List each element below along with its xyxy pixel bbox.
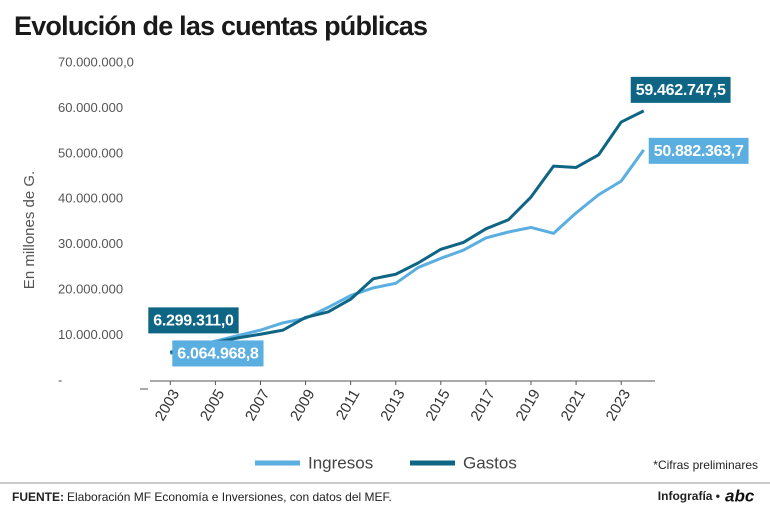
note: *Cifras preliminares bbox=[653, 458, 758, 472]
x-tick-label: 2003 bbox=[152, 386, 183, 423]
y-tick-label: 70.000.000,0 bbox=[58, 54, 134, 69]
y-tick-label: - bbox=[58, 372, 62, 387]
x-tick-label: 2023 bbox=[603, 386, 634, 423]
value-label: 50.882.363,7 bbox=[654, 143, 744, 160]
value-label-group: 50.882.363,7 bbox=[648, 137, 749, 164]
source: Elaboración MF Economía e Inversiones, c… bbox=[67, 490, 392, 504]
series-line bbox=[169, 148, 645, 355]
x-tick-label: 2009 bbox=[287, 386, 318, 423]
x-tick-label: 2011 bbox=[333, 386, 364, 422]
value-label-box bbox=[630, 76, 731, 103]
value-label: 6.299.311,0 bbox=[153, 313, 234, 330]
source-label: FUENTE: bbox=[12, 490, 64, 504]
y-tick-label: 30.000.000 bbox=[58, 236, 123, 251]
value-label-box bbox=[148, 307, 239, 334]
x-tick-label: 2017 bbox=[467, 386, 498, 423]
credit: Infografía • bbox=[658, 489, 720, 503]
x-tick-label: 2005 bbox=[197, 386, 228, 423]
value-label: 59.462.747,5 bbox=[636, 82, 726, 99]
y-axis-label: En millones de G. bbox=[21, 171, 38, 289]
legend-label: Gastos bbox=[463, 453, 517, 472]
y-tick-label: 60.000.000 bbox=[58, 100, 123, 115]
value-label-box bbox=[648, 137, 749, 164]
x-tick-label: 2019 bbox=[512, 386, 543, 423]
x-tick-label: 2007 bbox=[242, 386, 273, 423]
y-tick-label: 20.000.000 bbox=[58, 282, 123, 297]
y-tick-label: 50.000.000 bbox=[58, 145, 123, 160]
value-label-group: 6.299.311,0 bbox=[148, 307, 239, 334]
chart-title: Evolución de las cuentas públicas bbox=[14, 11, 427, 41]
legend-label: Ingresos bbox=[308, 453, 373, 472]
series-line bbox=[169, 109, 645, 354]
x-tick-label: 2015 bbox=[422, 386, 453, 423]
value-label: 6.064.968,8 bbox=[177, 346, 259, 363]
x-tick-label: 2021 bbox=[558, 386, 589, 423]
y-tick-label: 40.000.000 bbox=[58, 191, 123, 206]
value-label-group: 6.064.968,8 bbox=[172, 340, 264, 367]
value-label-group: 59.462.747,5 bbox=[630, 76, 731, 103]
y-tick-label: 10.000.000 bbox=[58, 327, 123, 342]
x-tick-label: 2013 bbox=[377, 386, 408, 423]
value-label-box bbox=[172, 340, 264, 367]
logo: abc bbox=[725, 486, 755, 505]
